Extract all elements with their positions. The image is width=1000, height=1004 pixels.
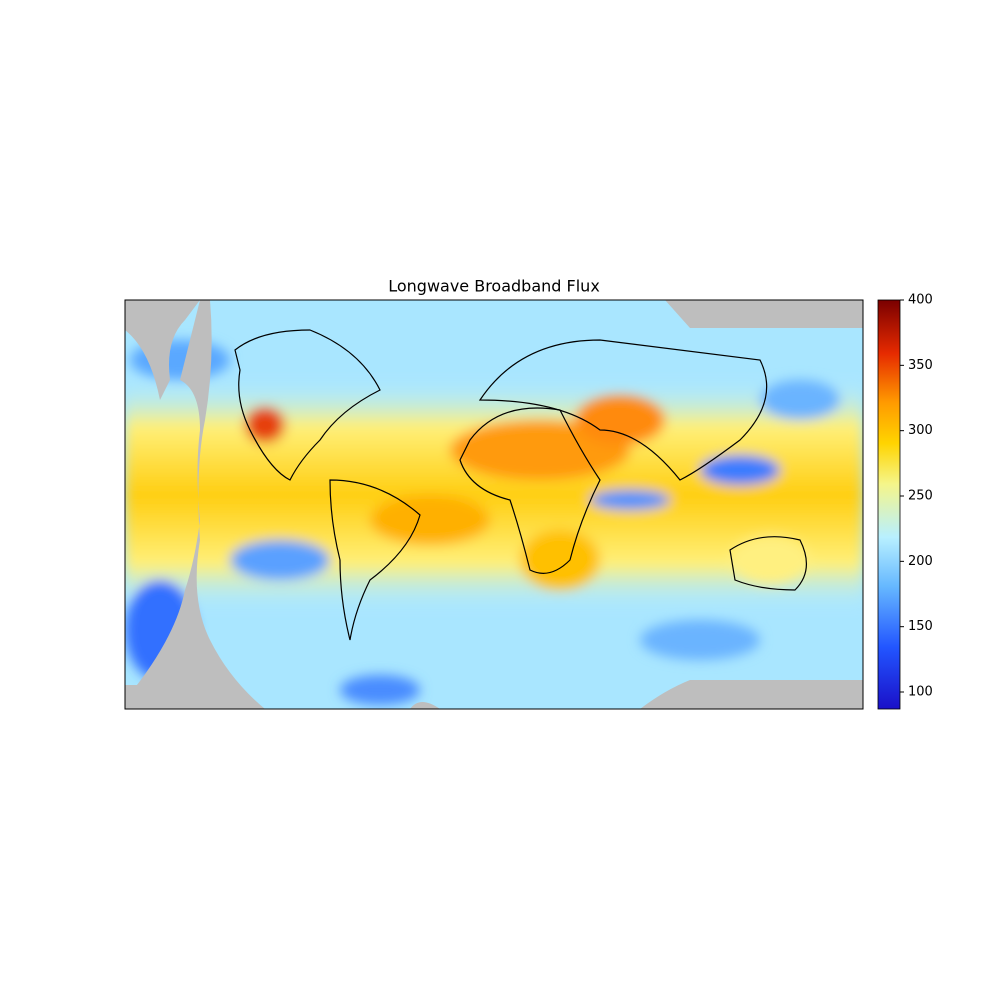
colorbar-tick-label: 150 [908, 619, 933, 634]
map-frame [124, 299, 864, 710]
colorbar-tick-label: 100 [908, 685, 933, 700]
colorbar-tick-label: 400 [908, 293, 933, 308]
colorbar-tick-label: 250 [908, 489, 933, 504]
colorbar-tick-label: 300 [908, 423, 933, 438]
map-title: Longwave Broadband Flux [388, 277, 600, 296]
colorbar-tick-label: 200 [908, 554, 933, 569]
flux-map [125, 300, 863, 709]
colorbar [877, 299, 901, 710]
colorbar-tick-label: 350 [908, 358, 933, 373]
colorbar-gradient [877, 299, 901, 710]
